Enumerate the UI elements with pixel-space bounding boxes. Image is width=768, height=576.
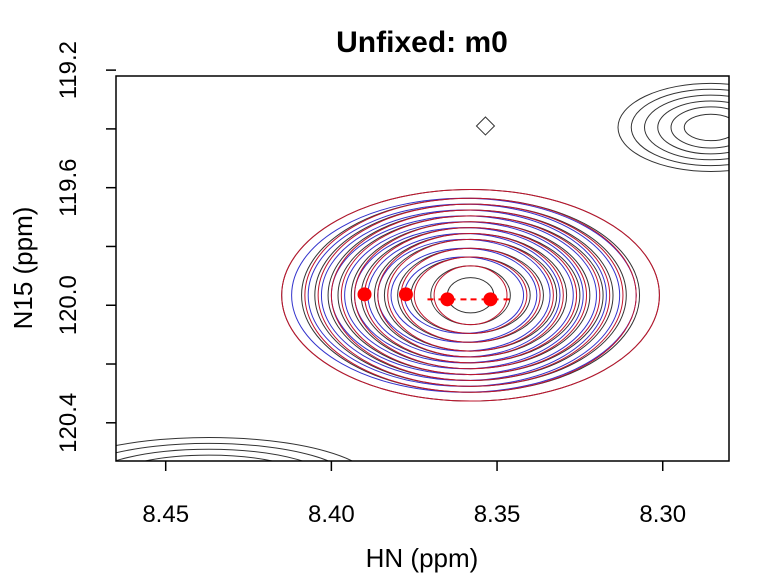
contour-line [116,442,330,461]
contour-line [304,197,637,393]
contour-line [387,238,554,352]
contour-line [397,247,544,343]
contour-line [143,467,276,502]
peak-point [483,292,498,307]
contour-line [410,256,531,334]
contour-layer [116,82,729,502]
x-tick-label: 8.35 [474,501,521,528]
contour-line [377,233,564,358]
contour-line [317,203,624,387]
contour-line [354,221,588,370]
contour-line [670,106,729,149]
contour-line [390,247,538,343]
y-tick-label: 120.4 [55,393,82,453]
contour-line [340,215,601,376]
contour-line [630,88,729,167]
small-contour [475,116,496,136]
x-tick-label: 8.30 [639,501,686,528]
y-tick-label: 119.6 [55,159,82,217]
contour-line [116,448,305,461]
peak-point [357,287,372,302]
contour-line [330,209,611,381]
contour-line [116,437,354,461]
x-tick-label: 8.45 [142,501,189,528]
peak-point [440,292,455,307]
contour-line [344,221,584,370]
contour-line [281,188,660,402]
contour-line [657,100,729,155]
x-tick-label: 8.40 [308,501,355,528]
contour-line [403,256,525,334]
chart-title: Unfixed: m0 [336,26,508,59]
y-axis-label: N15 (ppm) [8,207,38,330]
peak-point [398,287,413,302]
plot-frame [115,75,730,462]
contour-line [617,82,729,173]
contour-line [683,113,729,142]
contour-line [413,256,528,334]
y-tick-label: 119.2 [55,41,82,99]
contour-line [433,265,508,326]
contour-line [644,94,729,161]
contour-line [400,247,541,343]
x-axis: 8.45 8.40 8.35 8.30 [142,461,686,528]
x-axis-label: HN (ppm) [366,543,479,573]
y-axis: 119.2 119.6 120.0 120.4 [55,41,116,453]
contour-line [367,233,561,358]
contour-line [142,454,275,461]
y-tick-label: 120.0 [55,275,82,335]
peak-points-layer [357,287,511,307]
